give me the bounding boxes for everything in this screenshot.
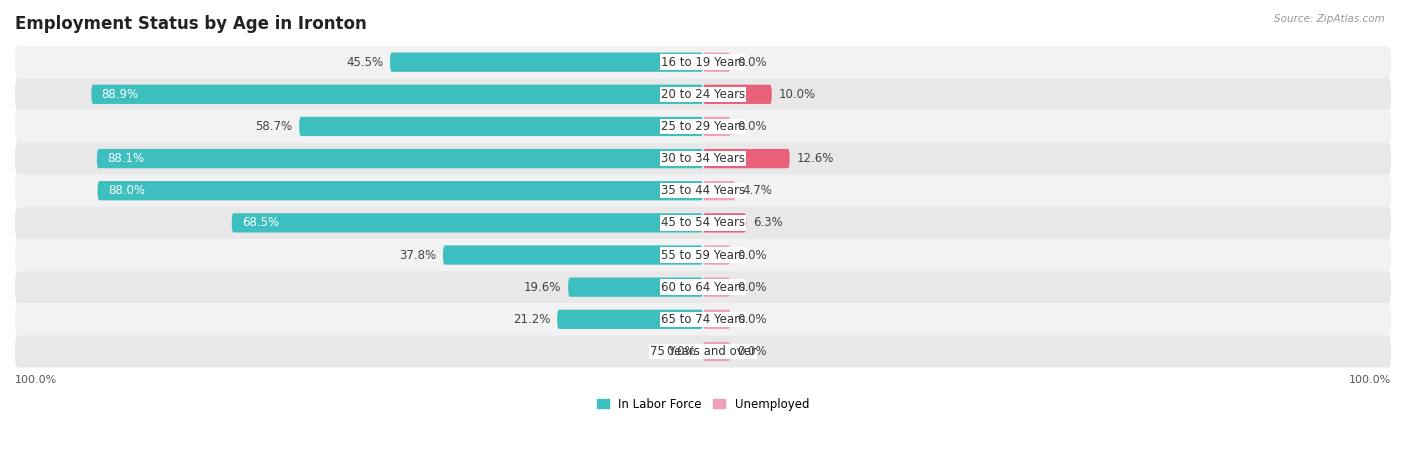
Text: 88.0%: 88.0% [108,184,145,197]
FancyBboxPatch shape [15,78,1391,110]
FancyBboxPatch shape [443,245,703,265]
FancyBboxPatch shape [15,239,1391,271]
FancyBboxPatch shape [568,277,703,297]
Text: 0.0%: 0.0% [737,345,768,358]
Text: 25 to 29 Years: 25 to 29 Years [661,120,745,133]
Text: 0.0%: 0.0% [666,345,696,358]
Text: 20 to 24 Years: 20 to 24 Years [661,88,745,101]
Text: 45.5%: 45.5% [346,55,382,69]
Text: 65 to 74 Years: 65 to 74 Years [661,313,745,326]
FancyBboxPatch shape [703,310,731,329]
Text: 35 to 44 Years: 35 to 44 Years [661,184,745,197]
Legend: In Labor Force, Unemployed: In Labor Force, Unemployed [598,398,808,411]
FancyBboxPatch shape [97,181,703,200]
Text: 10.0%: 10.0% [779,88,815,101]
Text: 100.0%: 100.0% [15,375,58,385]
FancyBboxPatch shape [703,277,731,297]
FancyBboxPatch shape [15,336,1391,368]
Text: Source: ZipAtlas.com: Source: ZipAtlas.com [1274,14,1385,23]
FancyBboxPatch shape [703,117,731,136]
Text: 88.1%: 88.1% [107,152,145,165]
Text: 75 Years and over: 75 Years and over [650,345,756,358]
FancyBboxPatch shape [15,110,1391,143]
FancyBboxPatch shape [703,181,735,200]
FancyBboxPatch shape [703,85,772,104]
FancyBboxPatch shape [299,117,703,136]
Text: 68.5%: 68.5% [242,216,280,230]
Text: 0.0%: 0.0% [737,55,768,69]
Text: 19.6%: 19.6% [524,281,561,294]
FancyBboxPatch shape [703,213,747,233]
FancyBboxPatch shape [15,303,1391,336]
FancyBboxPatch shape [15,207,1391,239]
FancyBboxPatch shape [557,310,703,329]
FancyBboxPatch shape [97,149,703,168]
Text: 55 to 59 Years: 55 to 59 Years [661,249,745,262]
Text: 100.0%: 100.0% [1348,375,1391,385]
Text: 0.0%: 0.0% [737,281,768,294]
Text: 6.3%: 6.3% [754,216,783,230]
Text: 37.8%: 37.8% [399,249,436,262]
Text: 12.6%: 12.6% [797,152,834,165]
FancyBboxPatch shape [91,85,703,104]
Text: 4.7%: 4.7% [742,184,772,197]
FancyBboxPatch shape [15,46,1391,78]
FancyBboxPatch shape [703,245,731,265]
Text: 0.0%: 0.0% [737,249,768,262]
Text: 58.7%: 58.7% [254,120,292,133]
FancyBboxPatch shape [703,52,731,72]
Text: 0.0%: 0.0% [737,120,768,133]
Text: 16 to 19 Years: 16 to 19 Years [661,55,745,69]
FancyBboxPatch shape [232,213,703,233]
Text: 21.2%: 21.2% [513,313,550,326]
FancyBboxPatch shape [389,52,703,72]
Text: 60 to 64 Years: 60 to 64 Years [661,281,745,294]
Text: 0.0%: 0.0% [737,313,768,326]
FancyBboxPatch shape [703,149,790,168]
Text: 30 to 34 Years: 30 to 34 Years [661,152,745,165]
Text: 45 to 54 Years: 45 to 54 Years [661,216,745,230]
Text: Employment Status by Age in Ironton: Employment Status by Age in Ironton [15,15,367,33]
FancyBboxPatch shape [15,143,1391,175]
FancyBboxPatch shape [703,342,731,361]
Text: 88.9%: 88.9% [101,88,139,101]
FancyBboxPatch shape [15,271,1391,303]
FancyBboxPatch shape [15,175,1391,207]
